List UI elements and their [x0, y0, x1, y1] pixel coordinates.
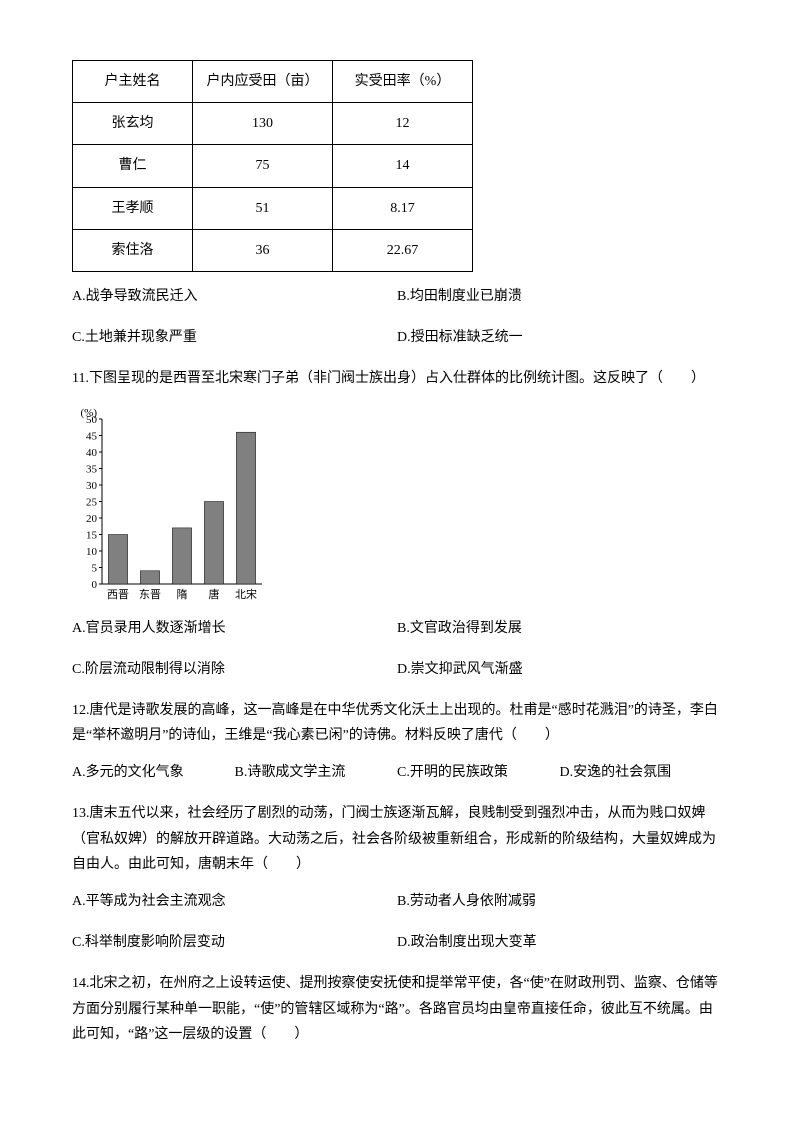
- option-a: A.战争导致流民迁入: [72, 284, 397, 309]
- table-cell: 75: [193, 145, 333, 187]
- question-11-text: 11.下图呈现的是西晋至北宋寒门子弟（非门阀士族出身）占入仕群体的比例统计图。这…: [72, 366, 722, 391]
- table-cell: 12: [333, 103, 473, 145]
- svg-text:40: 40: [86, 447, 98, 459]
- option-d: D.政治制度出现大变革: [397, 930, 722, 955]
- option-b: B.诗歌成文学主流: [235, 760, 398, 785]
- option-b: B.文官政治得到发展: [397, 616, 722, 641]
- svg-text:东晋: 东晋: [139, 588, 161, 601]
- svg-text:唐: 唐: [209, 587, 220, 601]
- table-header: 户主姓名: [73, 61, 193, 103]
- svg-text:西晋: 西晋: [107, 588, 129, 601]
- svg-text:45: 45: [86, 430, 98, 442]
- question-14-text: 14.北宋之初，在州府之上设转运使、提刑按察使安抚使和提举常平使，各“使”在财政…: [72, 971, 722, 1047]
- bar-chart: (%)05101520253035404550西晋东晋隋唐北宋: [72, 404, 272, 604]
- option-d: D.授田标准缺乏统一: [397, 325, 722, 350]
- svg-text:10: 10: [86, 546, 98, 558]
- option-c: C.开明的民族政策: [397, 760, 560, 785]
- option-a: A.官员录用人数逐渐增长: [72, 616, 397, 641]
- table-cell: 索住洛: [73, 229, 193, 271]
- table-cell: 130: [193, 103, 333, 145]
- svg-text:25: 25: [86, 496, 98, 508]
- option-d: D.安逸的社会氛围: [560, 760, 723, 785]
- question-12-text: 12.唐代是诗歌发展的高峰，这一高峰是在中华优秀文化沃土上出现的。杜甫是“感时花…: [72, 698, 722, 748]
- option-c: C.阶层流动限制得以消除: [72, 657, 397, 682]
- option-d: D.崇文抑武风气渐盛: [397, 657, 722, 682]
- svg-text:隋: 隋: [177, 587, 188, 601]
- option-b: B.劳动者人身依附减弱: [397, 889, 722, 914]
- table-cell: 22.67: [333, 229, 473, 271]
- question-13-text: 13.唐末五代以来，社会经历了剧烈的动荡，门阀士族逐渐瓦解，良贱制受到强烈冲击，…: [72, 801, 722, 877]
- svg-text:北宋: 北宋: [235, 587, 257, 601]
- option-c: C.科举制度影响阶层变动: [72, 930, 397, 955]
- data-table: 户主姓名 户内应受田（亩） 实受田率（%） 张玄均 130 12 曹仁 75 1…: [72, 60, 473, 272]
- svg-text:0: 0: [92, 579, 98, 591]
- table-cell: 曹仁: [73, 145, 193, 187]
- table-cell: 51: [193, 187, 333, 229]
- table-cell: 王孝顺: [73, 187, 193, 229]
- option-b: B.均田制度业已崩溃: [397, 284, 722, 309]
- svg-text:30: 30: [86, 480, 98, 492]
- table-header: 实受田率（%）: [333, 61, 473, 103]
- svg-text:50: 50: [86, 414, 98, 426]
- table-cell: 36: [193, 229, 333, 271]
- svg-text:35: 35: [86, 463, 98, 475]
- svg-text:15: 15: [86, 529, 98, 541]
- svg-text:20: 20: [86, 513, 98, 525]
- option-a: A.平等成为社会主流观念: [72, 889, 397, 914]
- table-cell: 14: [333, 145, 473, 187]
- table-cell: 张玄均: [73, 103, 193, 145]
- table-cell: 8.17: [333, 187, 473, 229]
- table-header: 户内应受田（亩）: [193, 61, 333, 103]
- option-a: A.多元的文化气象: [72, 760, 235, 785]
- svg-text:5: 5: [92, 562, 98, 574]
- option-c: C.土地兼并现象严重: [72, 325, 397, 350]
